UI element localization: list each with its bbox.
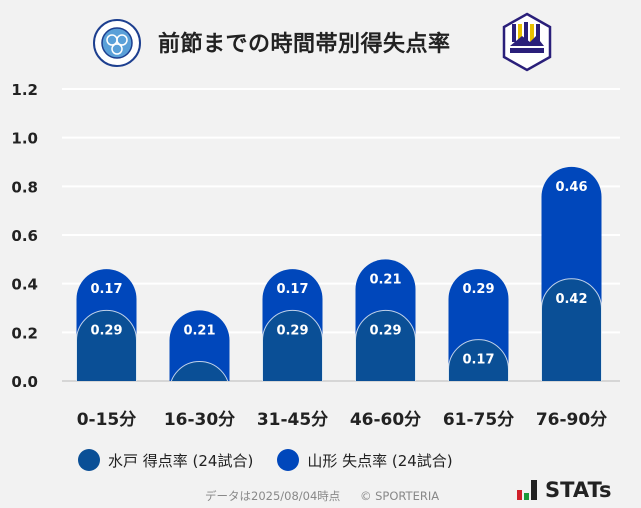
y-tick-label: 0.8: [11, 178, 38, 196]
data-label-mito: 0.42: [555, 292, 587, 307]
legend-label-yamagata: 山形 失点率 (24試合): [307, 451, 453, 470]
x-tick-label: 61-75分: [443, 410, 514, 430]
stacked-bar-chart: 0.0 0.2 0.4 0.6 0.8 1.0 1.2 0.17 0.29 0-15分 0.21 16…: [11, 81, 620, 430]
legend-swatch-yamagata: [277, 449, 300, 471]
bar-mito-31-45分: [262, 310, 323, 381]
bar-mito-46-60分: [355, 310, 416, 381]
data-label-yamagata: 0.46: [555, 180, 587, 195]
bar-mito-16-30分: [170, 361, 229, 381]
data-label-mito: 0.29: [369, 323, 401, 338]
y-tick-label: 0.0: [11, 373, 38, 391]
bar-yamagata-16-30分: [169, 310, 230, 381]
bar-mito-0-15分: [76, 310, 137, 381]
data-label-yamagata: 0.17: [90, 282, 122, 297]
data-label-yamagata: 0.17: [276, 282, 308, 297]
y-tick-label: 1.0: [11, 130, 38, 148]
x-tick-label: 16-30分: [164, 410, 235, 430]
x-tick-label: 31-45分: [257, 410, 328, 430]
data-label-yamagata: 0.21: [183, 323, 215, 338]
x-tick-label: 46-60分: [350, 410, 421, 430]
legend-swatch-mito: [78, 449, 100, 471]
chart-title: 前節までの時間帯別得失点率: [158, 32, 451, 57]
montedio-yamagata-logo: [502, 12, 552, 72]
legend-item-mito: 水戸 得点率 (24試合): [78, 449, 253, 471]
y-tick-label: 1.2: [11, 81, 38, 99]
x-tick-label: 0-15分: [77, 410, 137, 430]
copyright: © SPORTERIA: [359, 489, 440, 503]
y-tick-label: 0.4: [11, 276, 38, 294]
y-tick-label: 0.6: [11, 227, 38, 245]
legend-label-mito: 水戸 得点率 (24試合): [108, 451, 254, 470]
data-label-mito: 0.17: [462, 353, 494, 368]
date-note: データは2025/08/04時点: [205, 489, 341, 503]
y-tick-label: 0.2: [11, 324, 38, 342]
stats-brand: STATs: [517, 478, 611, 502]
mito-hollyhock-logo: [93, 19, 141, 67]
data-label-yamagata: 0.21: [369, 272, 401, 287]
bar-mito-61-75分: [448, 339, 509, 381]
x-tick-label: 76-90分: [536, 410, 607, 430]
stats-brand-text: STATs: [545, 478, 612, 502]
footer: データは2025/08/04時点 © SPORTERIA: [205, 488, 455, 504]
bar-mito-76-90分: [541, 278, 602, 381]
data-label-yamagata: 0.29: [462, 282, 494, 297]
legend-item-yamagata: 山形 失点率 (24試合): [277, 449, 453, 471]
legend: 水戸 得点率 (24試合) 山形 失点率 (24試合): [78, 449, 453, 471]
stats-bars-icon: [517, 480, 537, 500]
data-label-mito: 0.29: [90, 323, 122, 338]
data-label-mito: 0.29: [276, 323, 308, 338]
